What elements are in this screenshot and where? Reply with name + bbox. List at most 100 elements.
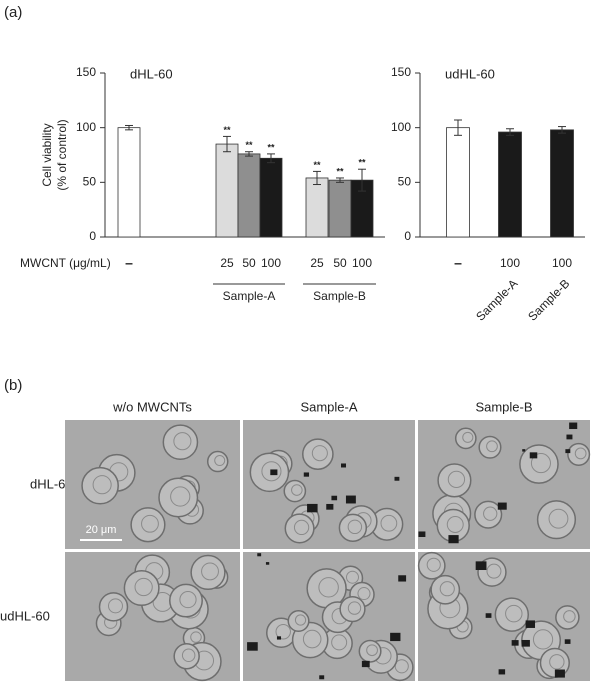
y-tick-label: 50 — [398, 175, 412, 189]
cell — [437, 463, 472, 498]
cell — [519, 444, 559, 484]
cell-nucleus — [170, 486, 191, 507]
cell — [190, 554, 226, 591]
cell-nucleus — [357, 587, 371, 601]
cell-nucleus — [426, 557, 441, 572]
error-bar — [358, 168, 366, 192]
x-tick-label: 25 — [220, 256, 234, 270]
x-tick-label: 25 — [310, 256, 324, 270]
x-tick-label: 50 — [333, 256, 347, 270]
cell — [158, 477, 199, 518]
nanotube-aggregate — [270, 469, 278, 476]
nanotube-aggregate — [522, 449, 526, 452]
chart-title: dHL-60 — [130, 66, 173, 81]
y-axis-label: Cell viability — [40, 123, 54, 186]
error-bar — [454, 119, 462, 136]
error-bar — [558, 126, 566, 134]
bar — [305, 177, 329, 238]
cell — [249, 452, 290, 493]
nanotube-aggregate — [303, 472, 310, 477]
nanotube-aggregate — [326, 503, 334, 510]
error-bar — [336, 177, 344, 183]
error-bar — [313, 170, 321, 186]
y-tick-label: 100 — [391, 120, 411, 134]
y-tick-label: 150 — [391, 65, 411, 79]
cell — [123, 570, 160, 607]
column-label: w/o MWCNTs — [112, 399, 192, 414]
x-tick-label: 100 — [552, 256, 572, 270]
nanotube-aggregate — [257, 553, 262, 557]
nanotube-aggregate — [521, 639, 530, 647]
y-tick-label: 50 — [83, 175, 97, 189]
x-tick-label: 100 — [261, 256, 281, 270]
nanotube-aggregate — [498, 669, 506, 675]
cell-nucleus — [134, 577, 153, 597]
error-bar — [506, 128, 514, 136]
cell — [536, 500, 577, 540]
cell — [338, 513, 368, 543]
cell-nucleus — [181, 648, 196, 663]
group-label: Sample-B — [525, 276, 572, 323]
nanotube-aggregate — [319, 675, 325, 680]
y-tick-label: 150 — [76, 65, 96, 79]
x-tick-label: 100 — [500, 256, 520, 270]
nanotube-aggregate — [448, 535, 459, 544]
cell-nucleus — [486, 440, 498, 453]
cell-nucleus — [380, 514, 398, 532]
cell-nucleus — [294, 614, 307, 626]
cell-nucleus — [311, 445, 328, 462]
x-tick-label: 100 — [352, 256, 372, 270]
cell — [339, 596, 366, 623]
group-label: Sample-B — [313, 289, 366, 303]
cell-nucleus — [446, 516, 464, 533]
cell — [169, 583, 203, 618]
cell-nucleus — [483, 506, 498, 521]
nanotube-aggregate — [564, 639, 571, 644]
cell-nucleus — [275, 624, 291, 640]
cell-nucleus — [179, 590, 197, 609]
cell-nucleus — [318, 577, 339, 598]
nanotube-aggregate — [525, 620, 536, 628]
nanotube-aggregate — [569, 422, 578, 430]
significance: ** — [245, 140, 253, 150]
group-label: Sample-A — [223, 289, 276, 303]
error-bar — [125, 124, 133, 131]
nanotube-aggregate — [398, 575, 407, 582]
bar — [328, 179, 352, 238]
x-tick-label: – — [454, 255, 462, 271]
cell-nucleus — [563, 610, 576, 623]
error-bar — [267, 153, 275, 164]
cell-nucleus — [331, 634, 348, 651]
cell — [162, 424, 199, 461]
cell-nucleus — [108, 598, 123, 614]
nanotube-aggregate — [307, 503, 318, 513]
cell-nucleus — [302, 629, 322, 649]
x-tick-label: 50 — [242, 256, 256, 270]
bar — [237, 153, 261, 238]
cell — [417, 551, 446, 580]
cell-nucleus — [462, 431, 474, 443]
bar — [498, 131, 522, 238]
significance: ** — [223, 125, 231, 135]
cell-nucleus — [173, 432, 192, 451]
nanotube-aggregate — [485, 613, 492, 618]
error-bar — [223, 135, 231, 153]
panel-label: (a) — [4, 4, 22, 21]
bar — [215, 143, 239, 238]
y-axis-label: (% of control) — [55, 119, 69, 190]
error-bar — [245, 151, 253, 157]
nanotube-aggregate — [265, 562, 270, 565]
panel-label: (b) — [4, 377, 22, 394]
cell — [474, 500, 503, 529]
nanotube-aggregate — [497, 502, 507, 510]
nanotube-aggregate — [475, 561, 487, 571]
cell-nucleus — [345, 570, 359, 584]
chart-title: udHL-60 — [445, 66, 495, 81]
cell-nucleus — [214, 455, 226, 467]
group-label: Sample-A — [473, 276, 520, 323]
nanotube-aggregate — [341, 463, 347, 468]
nanotube-aggregate — [247, 642, 258, 651]
cell-nucleus — [394, 659, 409, 674]
cell — [81, 466, 119, 505]
